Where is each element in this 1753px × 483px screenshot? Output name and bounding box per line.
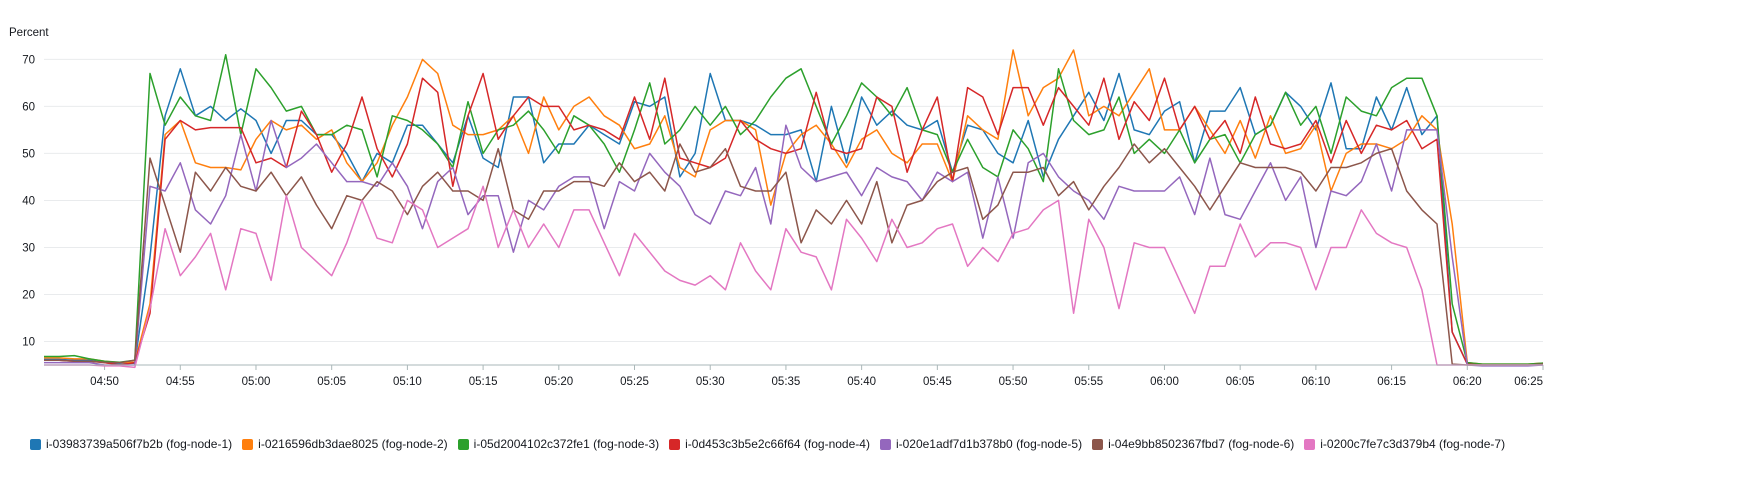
x-tick-label: 05:15	[469, 376, 498, 388]
x-tick-label: 06:25	[1514, 376, 1543, 388]
x-tick-label: 05:25	[620, 376, 649, 388]
legend-swatch	[669, 438, 681, 450]
x-tick-label: 05:50	[999, 376, 1028, 388]
series-line-7	[44, 185, 1543, 369]
series-line-6	[44, 143, 1544, 366]
legend-item-1[interactable]: i-03983739a506f7b2b (fog-node-1)	[30, 437, 232, 451]
legend-item-6[interactable]: i-04e9bb8502367fbd7 (fog-node-6)	[1092, 437, 1294, 451]
legend-swatch	[1304, 438, 1316, 450]
legend-swatch	[1092, 438, 1104, 450]
legend-item-3[interactable]: i-05d2004102c372fe1 (fog-node-3)	[457, 437, 660, 451]
x-tick-label: 05:40	[847, 376, 876, 388]
legend-item-7[interactable]: i-0200c7fe7c3d379b4 (fog-node-7)	[1304, 437, 1505, 451]
y-tick-label: 60	[22, 101, 35, 113]
y-tick-label: 70	[22, 54, 35, 66]
x-tick-label: 04:50	[90, 376, 119, 388]
series-line-5	[44, 119, 1544, 367]
x-axis-ticks: 04:50 04:55 05:00 05:05 05:10 05:15 05:20 05:25…	[90, 365, 1544, 388]
y-axis-unit-label: Percent	[9, 27, 49, 39]
x-tick-label: 06:00	[1150, 376, 1179, 388]
x-tick-label: 05:35	[772, 376, 801, 388]
y-axis-ticks: 10 20 30 40 50 60 70	[22, 54, 35, 348]
series-line-1	[44, 68, 1544, 366]
x-tick-label: 06:05	[1226, 376, 1255, 388]
x-tick-label: 05:10	[393, 376, 422, 388]
legend: i-03983739a506f7b2b (fog-node-1) i-021659…	[30, 437, 1505, 451]
x-tick-label: 05:20	[544, 376, 573, 388]
x-tick-label: 05:45	[923, 376, 952, 388]
legend-label: i-020e1adf7d1b378b0 (fog-node-5)	[895, 437, 1083, 451]
series-lines	[44, 49, 1544, 369]
legend-label: i-05d2004102c372fe1 (fog-node-3)	[473, 437, 660, 451]
x-tick-label: 05:05	[317, 376, 346, 388]
x-tick-label: 05:30	[696, 376, 725, 388]
y-tick-label: 10	[22, 336, 35, 348]
line-chart: 10 20 30 40 50 60 70 04:50 04:55 05:00 05:05 05:10…	[22, 49, 1544, 388]
series-line-3	[44, 53, 1544, 365]
x-tick-label: 06:10	[1301, 376, 1330, 388]
x-tick-label: 06:15	[1377, 376, 1406, 388]
series-line-4	[44, 72, 1544, 366]
legend-label: i-0216596db3dae8025 (fog-node-2)	[258, 437, 448, 451]
legend-label: i-03983739a506f7b2b (fog-node-1)	[46, 437, 233, 451]
x-tick-label: 06:20	[1453, 376, 1482, 388]
gridlines	[44, 58, 1543, 342]
y-tick-label: 40	[22, 195, 35, 207]
x-tick-label: 04:55	[166, 376, 195, 388]
legend-item-5[interactable]: i-020e1adf7d1b378b0 (fog-node-5)	[879, 437, 1083, 451]
legend-swatch	[242, 438, 254, 450]
legend-label: i-0200c7fe7c3d379b4 (fog-node-7)	[1320, 437, 1506, 451]
x-tick-label: 05:55	[1074, 376, 1103, 388]
series-line-2	[44, 49, 1544, 365]
legend-label: i-04e9bb8502367fbd7 (fog-node-6)	[1108, 437, 1295, 451]
legend-label: i-0d453c3b5e2c66f64 (fog-node-4)	[685, 437, 870, 451]
y-tick-label: 20	[22, 289, 35, 301]
legend-swatch	[30, 438, 41, 450]
legend-swatch	[457, 438, 469, 450]
legend-item-2[interactable]: i-0216596db3dae8025 (fog-node-2)	[242, 437, 448, 451]
y-tick-label: 50	[22, 148, 35, 160]
legend-swatch	[879, 438, 891, 450]
chart-area: Percent 10 20 30 40 50 60 70 04:50 04:55 05:00 05…	[9, 27, 1544, 388]
y-tick-label: 30	[22, 242, 35, 254]
x-tick-label: 05:00	[242, 376, 271, 388]
legend-item-4[interactable]: i-0d453c3b5e2c66f64 (fog-node-4)	[669, 437, 870, 451]
